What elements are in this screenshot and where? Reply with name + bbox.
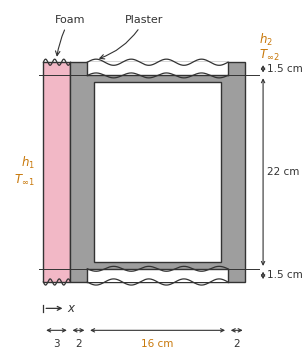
Text: 3: 3 [53,339,60,349]
Bar [87,62,228,76]
Text: 1.5 cm: 1.5 cm [267,64,302,74]
Bar [87,269,228,282]
Text: 2: 2 [233,339,240,349]
Text: 2: 2 [75,339,82,349]
Bar [94,83,221,262]
Text: $T_{\infty 1}$: $T_{\infty 1}$ [14,173,34,189]
Text: 16 cm: 16 cm [141,339,174,349]
Text: 22 cm: 22 cm [267,167,299,177]
Text: $x$: $x$ [67,302,76,315]
Text: $h_2$: $h_2$ [259,32,273,48]
Text: $h_1$: $h_1$ [21,155,34,171]
Text: Brick: Brick [142,166,173,179]
Bar [70,62,246,282]
Text: $T_{\infty 2}$: $T_{\infty 2}$ [259,48,279,63]
Bar [43,62,70,282]
Text: Foam: Foam [54,15,85,56]
Text: 1.5 cm: 1.5 cm [267,270,302,280]
Text: Plaster: Plaster [100,15,164,59]
